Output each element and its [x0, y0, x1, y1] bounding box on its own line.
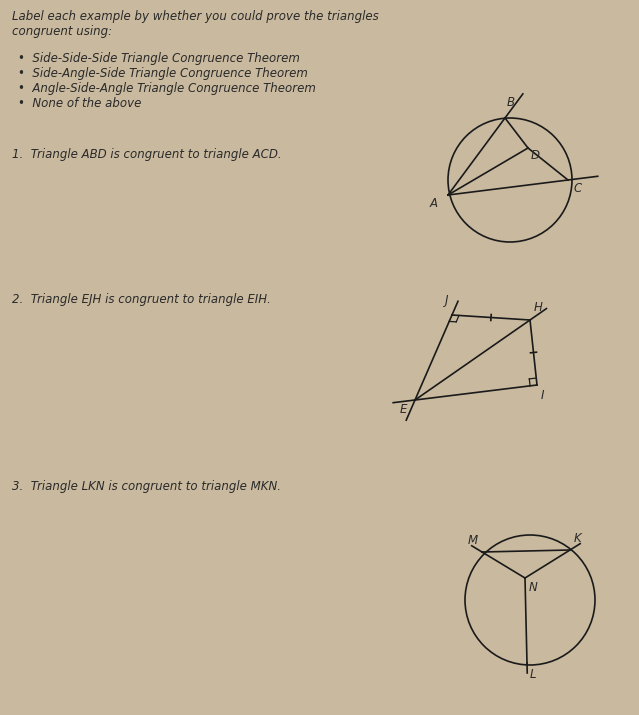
Text: 1.  Triangle ABD is congruent to triangle ACD.: 1. Triangle ABD is congruent to triangle…	[12, 148, 282, 161]
Text: •  Angle-Side-Angle Triangle Congruence Theorem: • Angle-Side-Angle Triangle Congruence T…	[18, 82, 316, 95]
Text: L: L	[530, 668, 537, 681]
Text: D: D	[531, 149, 540, 162]
Text: I: I	[541, 389, 544, 402]
Text: H: H	[534, 301, 543, 314]
Text: 2.  Triangle EJH is congruent to triangle EIH.: 2. Triangle EJH is congruent to triangle…	[12, 293, 271, 306]
Text: N: N	[529, 581, 538, 594]
Text: •  None of the above: • None of the above	[18, 97, 141, 110]
Text: Label each example by whether you could prove the triangles
congruent using:: Label each example by whether you could …	[12, 10, 379, 38]
Text: C: C	[573, 182, 581, 195]
Text: K: K	[574, 532, 581, 545]
Text: •  Side-Side-Side Triangle Congruence Theorem: • Side-Side-Side Triangle Congruence The…	[18, 52, 300, 65]
Text: E: E	[399, 403, 407, 416]
Text: •  Side-Angle-Side Triangle Congruence Theorem: • Side-Angle-Side Triangle Congruence Th…	[18, 67, 308, 80]
Text: A: A	[430, 197, 438, 210]
Text: B: B	[507, 96, 515, 109]
Text: 3.  Triangle LKN is congruent to triangle MKN.: 3. Triangle LKN is congruent to triangle…	[12, 480, 281, 493]
Text: M: M	[468, 534, 478, 547]
Text: J: J	[445, 294, 448, 307]
